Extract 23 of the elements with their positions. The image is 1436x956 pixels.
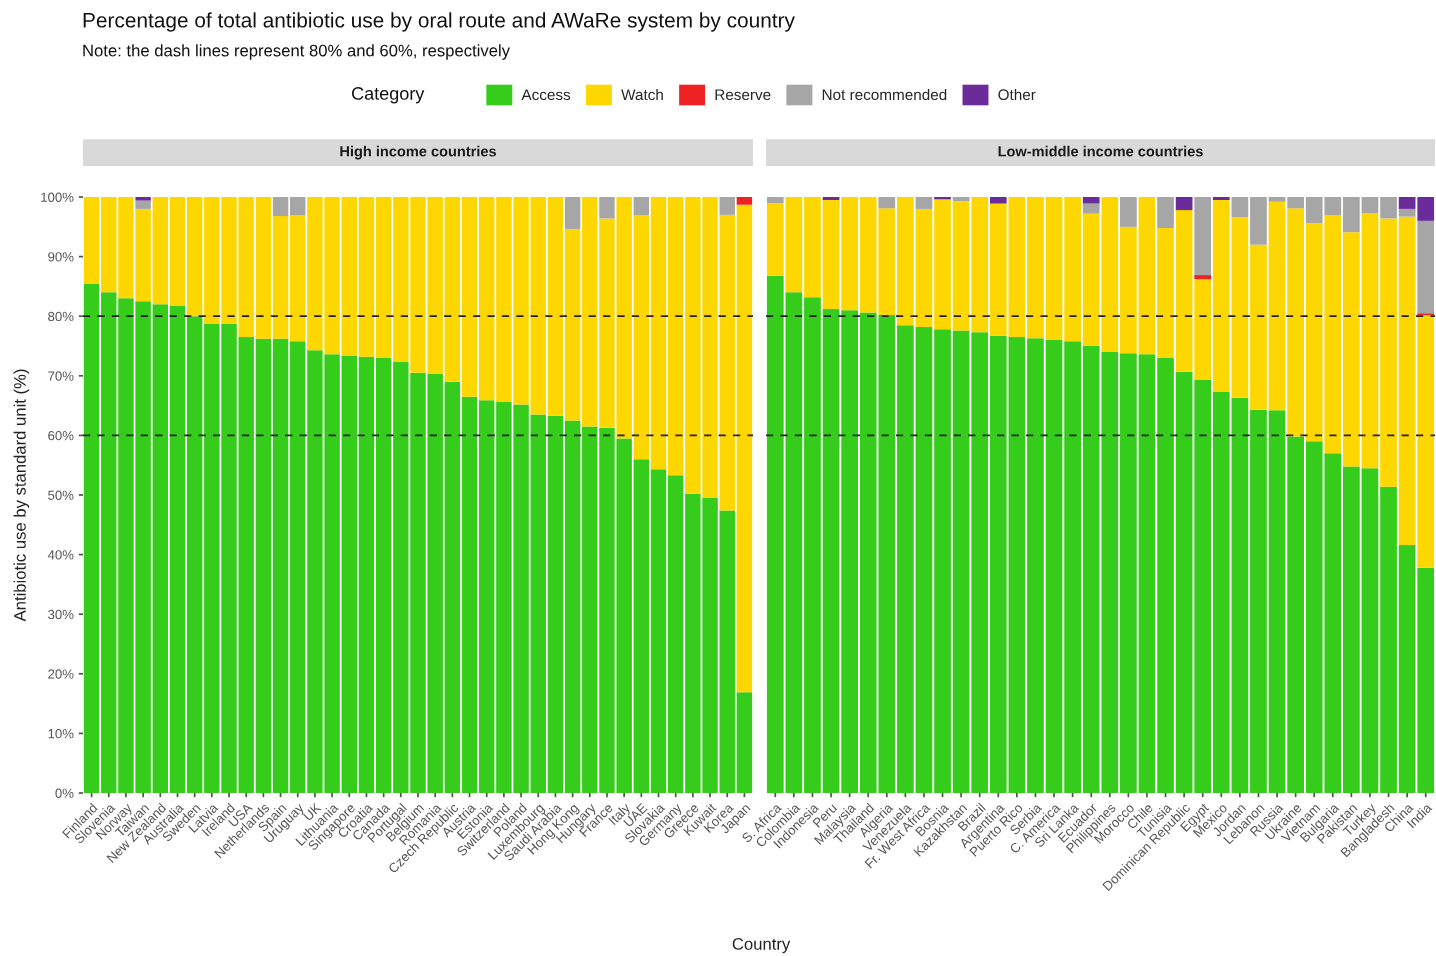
- legend-label: Access: [521, 89, 571, 101]
- y-tick-label: 40%: [47, 550, 74, 560]
- y-tick-label: 20%: [48, 669, 74, 679]
- x-axis-title: Country: [732, 938, 791, 954]
- y-tick-label: 80%: [48, 311, 74, 322]
- legend-label: Watch: [621, 88, 663, 101]
- y-tick-label: 0%: [55, 788, 74, 798]
- legend-title: Category: [352, 87, 425, 104]
- y-tick-label: 10%: [48, 728, 74, 739]
- y-tick-label: 70%: [48, 371, 74, 381]
- legend-label: Reserve: [715, 89, 771, 101]
- y-axis-title: Antibiotic use by standard unit (%): [13, 369, 30, 622]
- y-tick-label: 60%: [48, 430, 74, 441]
- y-tick-label: 30%: [48, 609, 74, 620]
- y-tick-label: 50%: [48, 490, 74, 500]
- y-tick-label: 100%: [41, 192, 74, 202]
- text: Note: the dash lines represent 80% and 60%, respectively: [83, 44, 510, 60]
- text: Percentage of total antibiotic use by oral route and AWaRe system by country: [83, 12, 795, 32]
- chart-title: Low-middle income countries: [998, 145, 1203, 157]
- legend-label: Other: [998, 88, 1036, 101]
- y-tick-label: 90%: [48, 252, 74, 262]
- legend-label: Not recommended: [822, 88, 947, 101]
- chart-title: High income countries: [340, 145, 497, 160]
